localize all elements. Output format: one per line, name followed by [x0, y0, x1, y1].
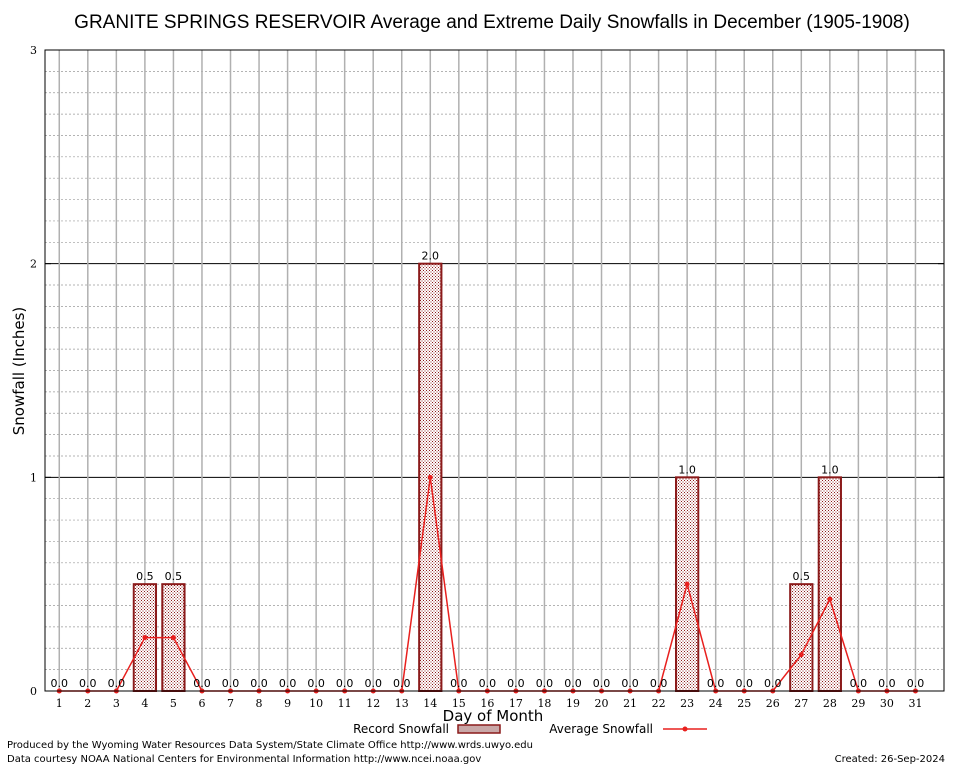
bar-value-label: 0.0 [735, 677, 753, 690]
x-tick-label: 8 [256, 697, 263, 710]
x-tick-label: 31 [908, 697, 922, 710]
x-tick-label: 5 [170, 697, 177, 710]
bar-value-label: 0.0 [108, 677, 126, 690]
y-tick-label: 3 [30, 44, 37, 57]
bar-value-label: 0.5 [165, 570, 183, 583]
bar-value-label: 0.5 [793, 570, 811, 583]
chart-title: GRANITE SPRINGS RESERVOIR Average and Ex… [74, 12, 910, 33]
x-tick-label: 6 [198, 697, 205, 710]
bar-value-label: 0.5 [136, 570, 154, 583]
bar-value-label: 0.0 [621, 677, 639, 690]
legend-average-label: Average Snowfall [549, 722, 653, 736]
x-tick-label: 21 [623, 697, 637, 710]
x-tick-label: 9 [284, 697, 291, 710]
bar-value-label: 0.0 [850, 677, 868, 690]
grid [45, 50, 944, 691]
x-tick-label: 20 [595, 697, 609, 710]
bar-value-label: 0.0 [250, 677, 268, 690]
bar-value-label: 0.0 [307, 677, 325, 690]
bar-value-label: 0.0 [479, 677, 497, 690]
record-bar [817, 476, 842, 693]
bar-value-label: 1.0 [821, 463, 839, 476]
y-tick-label: 1 [30, 471, 37, 484]
x-tick-label: 30 [880, 697, 894, 710]
footer-data-source: Data courtesy NOAA National Centers for … [7, 754, 481, 765]
x-tick-label: 13 [395, 697, 409, 710]
y-axis-title: Snowfall (Inches) [10, 307, 28, 435]
footer-producer: Produced by the Wyoming Water Resources … [7, 740, 533, 751]
average-point [142, 635, 148, 641]
bar-value-label: 0.0 [878, 677, 896, 690]
bar-value-label: 0.0 [707, 677, 725, 690]
bar-value-label: 0.0 [507, 677, 525, 690]
x-tick-label: 1 [56, 697, 63, 710]
x-tick-label: 4 [141, 697, 148, 710]
x-tick-label: 17 [509, 697, 523, 710]
y-tick-label: 0 [30, 685, 37, 698]
x-tick-label: 2 [84, 697, 91, 710]
bar-value-label: 0.0 [564, 677, 582, 690]
bar-value-label: 0.0 [536, 677, 554, 690]
x-tick-label: 16 [480, 697, 494, 710]
bar-value-label: 0.0 [79, 677, 97, 690]
bar-value-label: 0.0 [51, 677, 69, 690]
x-tick-label: 27 [794, 697, 808, 710]
bar-value-label: 0.0 [279, 677, 297, 690]
x-tick-label: 19 [566, 697, 580, 710]
average-point [684, 581, 690, 587]
legend-average-marker [682, 726, 688, 732]
x-axis-title: Day of Month [443, 707, 544, 725]
y-tick-label: 2 [30, 258, 37, 271]
average-point [427, 474, 433, 480]
average-point [827, 596, 833, 602]
record-bar [789, 583, 814, 693]
bar-value-label: 0.0 [450, 677, 468, 690]
bar-value-label: 1.0 [678, 463, 696, 476]
bar-value-label: 0.0 [222, 677, 240, 690]
x-tick-label: 12 [366, 697, 380, 710]
average-point [798, 652, 804, 658]
bar-value-label: 0.0 [650, 677, 668, 690]
x-tick-label: 28 [823, 697, 837, 710]
x-tick-label: 22 [652, 697, 666, 710]
bar-value-label: 0.0 [764, 677, 782, 690]
bar-value-label: 0.0 [336, 677, 354, 690]
x-tick-label: 25 [737, 697, 751, 710]
x-tick-label: 11 [338, 697, 352, 710]
bar-value-label: 0.0 [907, 677, 925, 690]
x-ticks: 1 2 3 4 5 6 7 8 9 10 11 12 13 14 15 16 17 18 19 20 21 22 23 24 2… [56, 697, 923, 710]
footer-created: Created: 26-Sep-2024 [835, 754, 945, 765]
average-point [170, 635, 176, 641]
bar-value-label: 0.0 [393, 677, 411, 690]
x-tick-label: 18 [537, 697, 551, 710]
x-tick-label: 15 [452, 697, 466, 710]
bar-labels: 0.0 0.0 0.0 0.5 0.5 0.0 0.0 0.0 0.0 0.0 0.0 0.0 0.0 2… [51, 250, 925, 690]
bar-value-label: 0.0 [364, 677, 382, 690]
x-tick-label: 10 [309, 697, 323, 710]
x-tick-label: 26 [766, 697, 780, 710]
x-tick-label: 29 [851, 697, 865, 710]
x-tick-label: 14 [423, 697, 437, 710]
legend-record-label: Record Snowfall [353, 722, 449, 736]
bar-value-label: 0.0 [593, 677, 611, 690]
x-tick-label: 3 [113, 697, 120, 710]
bar-value-label: 0.0 [193, 677, 211, 690]
bar-value-label: 2.0 [422, 250, 440, 263]
legend-record-swatch [457, 724, 501, 734]
x-tick-label: 7 [227, 697, 234, 710]
legend: Record Snowfall Average Snowfall [353, 722, 707, 736]
x-tick-label: 24 [709, 697, 723, 710]
plot-frame [44, 49, 945, 692]
x-tick-label: 23 [680, 697, 694, 710]
